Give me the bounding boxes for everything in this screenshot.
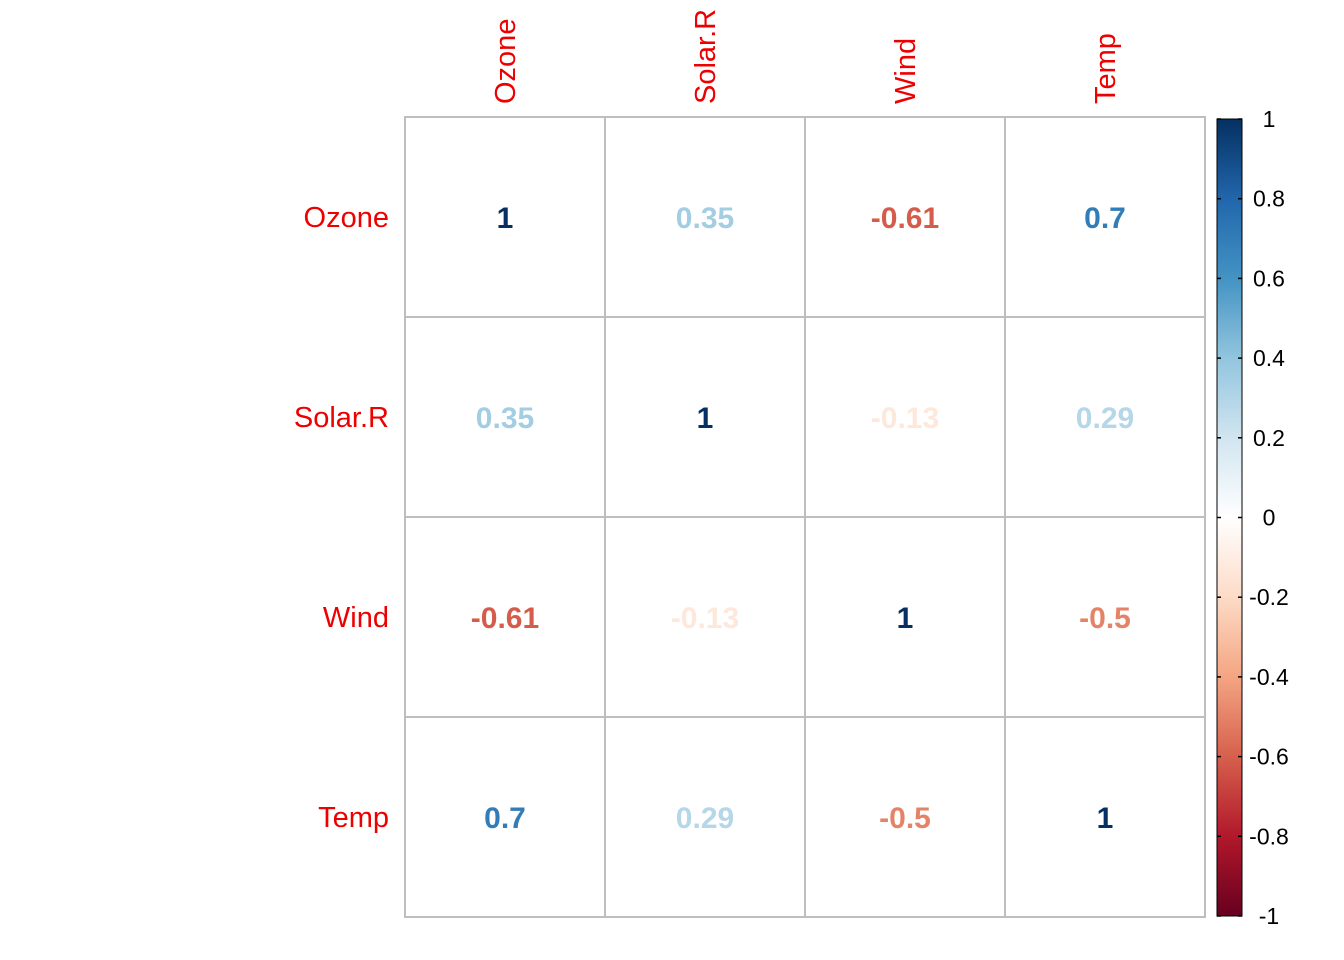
row-label-ozone: Ozone [304,202,389,234]
column-label-ozone: Ozone [490,19,522,104]
color-legend-tick-label: -1 [1259,903,1279,929]
cell-border [404,716,606,918]
row-labels: Ozone Solar.R Wind Temp [294,202,389,834]
cell-border [1004,316,1206,518]
cell-value: 0.7 [484,802,526,835]
cell-border [1004,716,1206,918]
cell-value: 0.29 [1076,402,1134,435]
cell-value: 1 [497,202,514,235]
color-legend-ticks: 1 0.8 0.6 0.4 0.2 0 -0.2 -0.4 -0.6 -0.8 -1 [1217,106,1289,929]
color-legend-tick-label: 0.8 [1253,186,1285,212]
row-label-temp: Temp [318,802,389,834]
color-legend-tick-label: -0.8 [1249,823,1289,849]
color-legend-tick-label: 0.6 [1253,265,1285,291]
color-legend-tick-label: -0.6 [1249,744,1289,770]
color-legend-tick-label: 0.4 [1253,345,1285,371]
column-label-solar-r: Solar.R [690,9,722,104]
column-label-wind: Wind [890,38,922,104]
cell-border [404,116,606,318]
cell-value: -0.5 [1079,602,1131,635]
color-legend-tick-label: 0.2 [1253,425,1285,451]
cell-value: -0.61 [471,602,539,635]
cell-border [804,716,1006,918]
cell-border [804,116,1006,318]
cell-value: -0.61 [871,202,939,235]
color-legend-bar [1216,118,1243,917]
cell-value: 0.7 [1084,202,1126,235]
cell-value: -0.13 [671,602,739,635]
cell-value: 1 [697,402,714,435]
cell-border [1004,116,1206,318]
cell-border [604,716,806,918]
cell-border [604,116,806,318]
cell-border [404,316,606,518]
cell-value: 1 [897,602,914,635]
row-label-wind: Wind [323,602,389,634]
color-legend-tick-label: -0.4 [1249,664,1289,690]
column-label-temp: Temp [1090,33,1122,104]
cell-value: 0.29 [676,802,734,835]
cell-value: 0.35 [676,202,734,235]
color-legend-tick-label: 0 [1263,505,1276,531]
color-legend-tick-label: 1 [1263,106,1276,132]
color-legend-tick-label: -0.2 [1249,584,1289,610]
color-legend: 1 0.8 0.6 0.4 0.2 0 -0.2 -0.4 -0.6 -0.8 -1 [1216,106,1289,929]
column-labels: Ozone Solar.R Wind Temp [490,9,1122,104]
cell-border [604,316,806,518]
correlation-values: 1 0.35 -0.61 0.7 0.35 1 -0.13 0.29 -0.61 -0.13 1 -0… [471,202,1134,835]
cell-border [604,516,806,718]
correlation-grid [404,116,1206,918]
cell-value: 0.35 [476,402,534,435]
cell-value: -0.13 [871,402,939,435]
row-label-solar-r: Solar.R [294,402,389,434]
cell-border [1004,516,1206,718]
cell-value: 1 [1097,802,1114,835]
cell-value: -0.5 [879,802,931,835]
